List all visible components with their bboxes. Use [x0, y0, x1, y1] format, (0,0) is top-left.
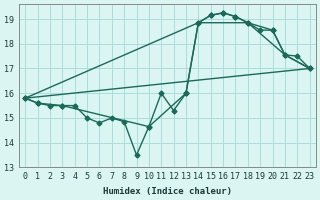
- X-axis label: Humidex (Indice chaleur): Humidex (Indice chaleur): [103, 187, 232, 196]
